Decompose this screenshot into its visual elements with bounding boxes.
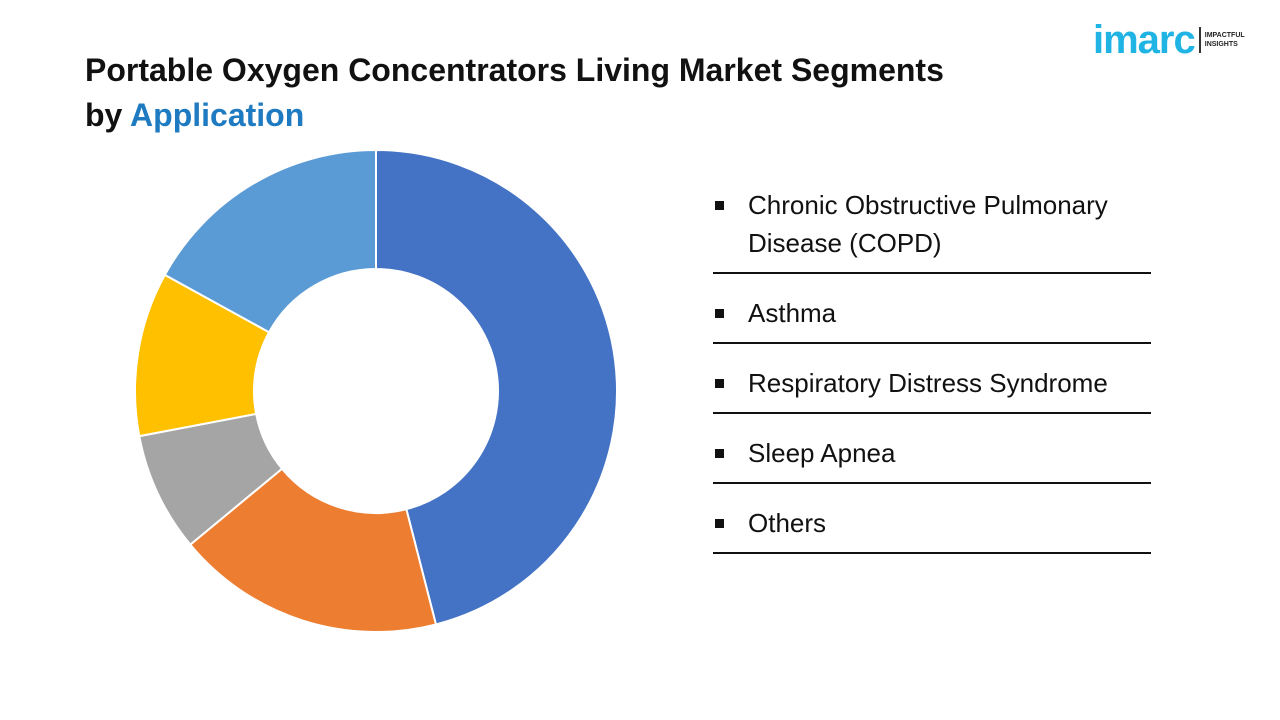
legend-bullet <box>715 201 724 210</box>
slice <box>163 148 377 334</box>
legend-label: Sleep Apnea <box>748 438 896 468</box>
legend-bullet <box>715 519 724 528</box>
slice <box>188 467 438 633</box>
legend-item: Sleep Apnea <box>713 428 1151 484</box>
legend-label: Others <box>748 508 827 538</box>
legend: Chronic Obstructive Pulmonary Disease (C… <box>713 180 1151 568</box>
legend-bullet <box>715 309 724 318</box>
chart <box>134 148 618 633</box>
title-text: Portable Oxygen Concentrators Living Mar… <box>85 52 944 133</box>
legend-item: Respiratory Distress Syndrome <box>713 358 1151 414</box>
legend-label: Asthma <box>748 298 837 328</box>
tagline-line: IMPACTFUL <box>1204 32 1245 39</box>
legend-item: Others <box>713 498 1151 554</box>
logo-separator <box>1198 27 1201 53</box>
legend-bullet <box>715 449 724 458</box>
title-highlight: Application <box>130 97 305 133</box>
logo: imarc IMPACTFUL INSIGHTS <box>1093 18 1245 62</box>
legend-bullet <box>715 379 724 388</box>
legend-label: Chronic Obstructive Pulmonary Disease (C… <box>748 190 1108 258</box>
legend-label: Respiratory Distress Syndrome <box>748 368 1108 398</box>
slice <box>375 148 618 626</box>
legend-item: Asthma <box>713 288 1151 344</box>
logo-name: imarc <box>1093 17 1196 62</box>
chart-title: Portable Oxygen Concentrators Living Mar… <box>85 48 965 138</box>
legend-item: Chronic Obstructive Pulmonary Disease (C… <box>713 180 1151 274</box>
tagline-line: INSIGHTS <box>1204 41 1238 48</box>
logo-tagline: IMPACTFUL INSIGHTS <box>1205 31 1245 49</box>
